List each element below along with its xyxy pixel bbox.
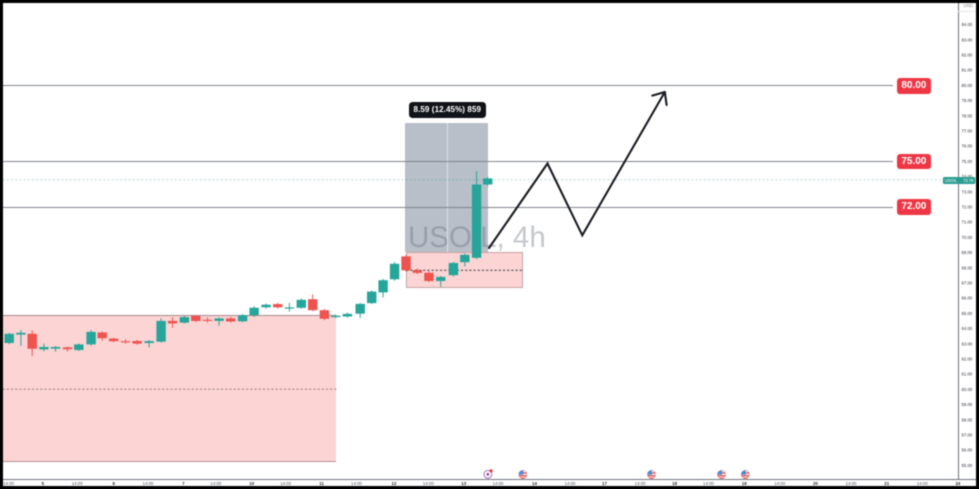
svg-text:18: 18 [672, 481, 677, 486]
svg-text:62.00: 62.00 [962, 357, 973, 362]
svg-text:66.00: 66.00 [962, 296, 973, 301]
svg-text:14: 14 [532, 481, 537, 486]
svg-text:USOIL: USOIL [945, 178, 958, 183]
svg-text:17: 17 [602, 481, 607, 486]
svg-text:73.00: 73.00 [962, 189, 973, 194]
svg-text:14:00: 14:00 [72, 481, 84, 486]
svg-text:14:00: 14:00 [846, 481, 858, 486]
svg-text:14:00: 14:00 [423, 481, 435, 486]
svg-text:83.00: 83.00 [962, 37, 973, 42]
svg-text:14:00: 14:00 [280, 481, 292, 486]
svg-text:71.00: 71.00 [962, 220, 973, 225]
svg-text:6: 6 [112, 481, 115, 486]
svg-text:USD: USD [964, 3, 973, 8]
svg-text:13: 13 [461, 481, 466, 486]
svg-text:57.00: 57.00 [962, 433, 973, 438]
svg-text:76.00: 76.00 [962, 144, 973, 149]
svg-text:12: 12 [392, 481, 397, 486]
svg-text:68.00: 68.00 [962, 265, 973, 270]
svg-text:59.00: 59.00 [962, 402, 973, 407]
svg-text:20: 20 [813, 481, 818, 486]
svg-text:72.00: 72.00 [962, 205, 973, 210]
svg-text:63.00: 63.00 [962, 341, 973, 346]
svg-text:14:00: 14:00 [351, 481, 363, 486]
svg-text:24: 24 [955, 481, 960, 486]
svg-text:14:00: 14:00 [143, 481, 155, 486]
svg-text:67.00: 67.00 [962, 281, 973, 286]
svg-text:84.00: 84.00 [962, 22, 973, 27]
svg-text:65.00: 65.00 [962, 311, 973, 316]
svg-text:19: 19 [742, 481, 747, 486]
svg-text:81.00: 81.00 [962, 68, 973, 73]
svg-text:64.00: 64.00 [962, 326, 973, 331]
svg-text:14:00: 14:00 [3, 481, 15, 486]
svg-text:11: 11 [319, 481, 324, 486]
svg-text:74.00: 74.00 [962, 174, 973, 179]
svg-text:14:00: 14:00 [565, 481, 577, 486]
svg-text:14:00: 14:00 [493, 481, 505, 486]
svg-text:61.00: 61.00 [962, 372, 973, 377]
svg-text:77.00: 77.00 [962, 129, 973, 134]
svg-text:14:00: 14:00 [703, 481, 715, 486]
svg-text:78.00: 78.00 [962, 113, 973, 118]
svg-text:73.78: 73.78 [963, 178, 974, 183]
svg-text:70.00: 70.00 [962, 235, 973, 240]
svg-text:79.00: 79.00 [962, 98, 973, 103]
svg-text:7: 7 [182, 481, 185, 486]
svg-text:5: 5 [42, 481, 45, 486]
svg-text:14:00: 14:00 [917, 481, 929, 486]
svg-text:69.00: 69.00 [962, 250, 973, 255]
svg-text:14:00: 14:00 [210, 481, 222, 486]
svg-text:10: 10 [249, 481, 254, 486]
svg-text:80.00: 80.00 [962, 83, 973, 88]
svg-text:55.00: 55.00 [962, 463, 973, 468]
svg-text:60.00: 60.00 [962, 387, 973, 392]
svg-text:82.00: 82.00 [962, 53, 973, 58]
svg-text:58.00: 58.00 [962, 417, 973, 422]
svg-text:14:00: 14:00 [635, 481, 647, 486]
svg-text:56.00: 56.00 [962, 448, 973, 453]
svg-text:14:00: 14:00 [774, 481, 786, 486]
svg-text:21: 21 [884, 481, 889, 486]
svg-text:75.00: 75.00 [962, 159, 973, 164]
